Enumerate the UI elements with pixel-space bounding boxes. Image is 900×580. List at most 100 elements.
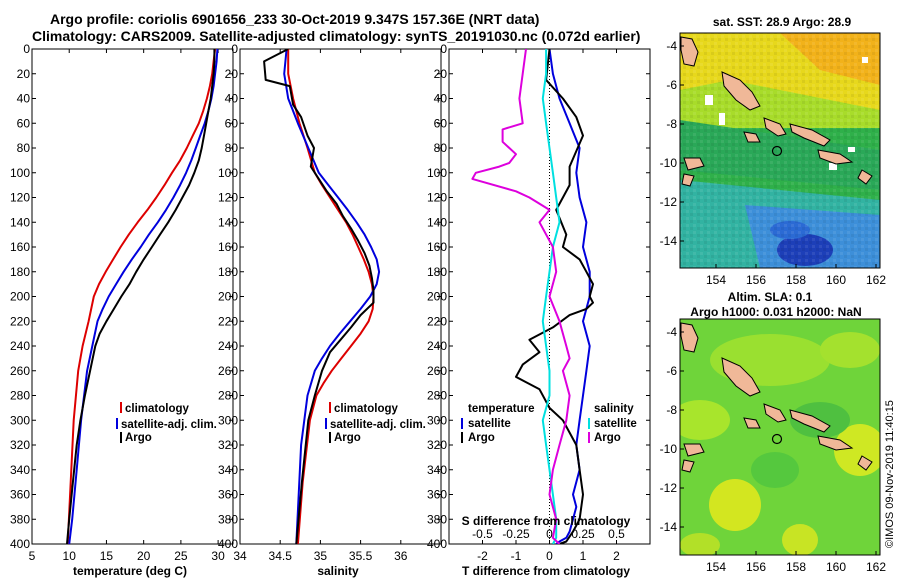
sst-argo-location-marker (771, 145, 783, 157)
y-tick-label: 220 (218, 314, 238, 328)
x-tick-top-label: -0.5 (472, 527, 493, 541)
x-tick-label: 34.5 (269, 549, 293, 563)
y-tick-label: 100 (427, 166, 447, 180)
figure-title-line-2: Climatology: CARS2009. Satellite-adjuste… (32, 28, 640, 44)
map-x-tick-label: 162 (866, 273, 886, 287)
salinity-axes-frame (239, 48, 442, 545)
map-x-tick-label: 158 (786, 560, 806, 574)
temperature-panel: 0 20 40 60 80 100 120 140 160 180 200 220 240 260 280 3… (10, 42, 234, 578)
y-tick-label: 320 (218, 438, 238, 452)
difference-lines (471, 49, 594, 544)
y-tick-label: 140 (10, 215, 30, 229)
series-line (283, 49, 381, 544)
difference-panel: 0204060801001201401601802002202402602803… (427, 42, 651, 578)
y-tick-label: 60 (225, 116, 239, 130)
x-tick-top-label: -0.25 (502, 527, 530, 541)
x-tick-top-label: 0.25 (571, 527, 595, 541)
y-tick-label: 60 (17, 116, 31, 130)
series-line (471, 49, 571, 544)
y-tick-label: 40 (434, 92, 448, 106)
salinity-legend-climatology: climatology (334, 403, 399, 415)
y-tick-label: 40 (17, 92, 31, 106)
difference-xlabel-top: S difference from climatology (462, 514, 631, 528)
map-y-tick-label: -4 (666, 325, 677, 339)
y-tick-label: 380 (427, 512, 447, 526)
y-tick-label: 360 (10, 488, 30, 502)
figure-title-line-1: Argo profile: coriolis 6901656_233 30-Oc… (50, 11, 539, 27)
y-tick-label: 80 (225, 141, 239, 155)
y-tick-label: 20 (434, 67, 448, 81)
map-y-tick-label: -8 (666, 403, 677, 417)
y-tick-label: 400 (427, 537, 447, 551)
y-tick-label: 320 (427, 438, 447, 452)
difference-x-ticks: -2 -1 0 1 2 (477, 49, 620, 563)
y-tick-label: 100 (218, 166, 238, 180)
series-line (66, 49, 216, 544)
y-tick-label: 160 (427, 240, 447, 254)
y-tick-label: 200 (427, 290, 447, 304)
x-tick-label: 20 (137, 549, 151, 563)
y-tick-label: 340 (218, 463, 238, 477)
y-tick-label: 340 (10, 463, 30, 477)
y-tick-label: 240 (427, 339, 447, 353)
y-tick-label: 360 (427, 488, 447, 502)
salinity-y-ticks: 0 20 40 60 80 100 120 140 160 180 200 220 240 260 280 3… (218, 42, 441, 551)
difference-legend-t-argo: Argo (468, 432, 495, 444)
sla-map-title-line-1: Altim. SLA: 0.1 (728, 290, 813, 304)
y-tick-label: 400 (10, 537, 30, 551)
sst-map: sat. SST: 28.9 Argo: 28.9 (660, 15, 887, 287)
sla-map: Altim. SLA: 0.1 Argo h1000: 0.031 h2000:… (660, 290, 887, 574)
y-tick-label: 240 (10, 339, 30, 353)
y-tick-label: 300 (10, 413, 30, 427)
sst-map-ticks: 154 156 158 160 162 -4 -6 -8 -10 -12 -14 (660, 39, 887, 287)
series-line (515, 49, 594, 544)
y-tick-label: 20 (225, 67, 239, 81)
difference-legend-t-satellite: satellite (468, 418, 511, 430)
difference-xlabel: T difference from climatology (462, 564, 630, 578)
y-tick-label: 200 (218, 290, 238, 304)
map-x-tick-label: 154 (706, 560, 726, 574)
y-tick-label: 180 (427, 265, 447, 279)
map-x-tick-label: 156 (746, 560, 766, 574)
y-tick-label: 260 (427, 364, 447, 378)
difference-legend-s-argo: Argo (594, 432, 621, 444)
x-tick-label: 30 (211, 549, 225, 563)
y-tick-label: 180 (10, 265, 30, 279)
y-tick-label: 120 (427, 191, 447, 205)
salinity-legend: climatology satellite-adj. clim. Argo (325, 402, 426, 444)
salinity-legend-satellite: satellite-adj. clim. (330, 419, 426, 431)
difference-legend: temperature satellite Argo salinity sate… (461, 403, 637, 444)
x-tick-label: 5 (29, 549, 36, 563)
x-tick-label: 0 (546, 549, 553, 563)
y-tick-label: 0 (440, 42, 447, 56)
temperature-lines (66, 49, 219, 544)
series-line (548, 49, 591, 544)
y-tick-label: 220 (427, 314, 447, 328)
x-tick-label: -2 (477, 549, 488, 563)
map-y-tick-label: -10 (660, 442, 678, 456)
map-y-tick-label: -6 (666, 364, 677, 378)
sla-map-image (680, 319, 880, 555)
map-x-tick-label: 160 (826, 273, 846, 287)
temperature-xlabel: temperature (deg C) (73, 564, 187, 578)
y-tick-label: 340 (427, 463, 447, 477)
salinity-xlabel: salinity (317, 564, 359, 578)
map-y-tick-label: -8 (666, 117, 677, 131)
salinity-lines (263, 49, 381, 544)
temperature-axes-frame (31, 48, 234, 545)
y-tick-label: 380 (218, 512, 238, 526)
x-tick-label: 35.5 (349, 549, 373, 563)
y-tick-label: 0 (23, 42, 30, 56)
y-tick-label: 140 (427, 215, 447, 229)
y-tick-label: 300 (218, 413, 238, 427)
x-tick-label: 35 (314, 549, 328, 563)
y-tick-label: 120 (10, 191, 30, 205)
y-tick-label: 360 (218, 488, 238, 502)
series-line (287, 49, 375, 544)
y-tick-label: 140 (218, 215, 238, 229)
series-line (66, 49, 217, 544)
map-y-tick-label: -12 (660, 481, 678, 495)
y-tick-label: 200 (10, 290, 30, 304)
y-tick-label: 60 (434, 116, 448, 130)
sla-map-title-line-2: Argo h1000: 0.031 h2000: NaN (690, 305, 861, 319)
